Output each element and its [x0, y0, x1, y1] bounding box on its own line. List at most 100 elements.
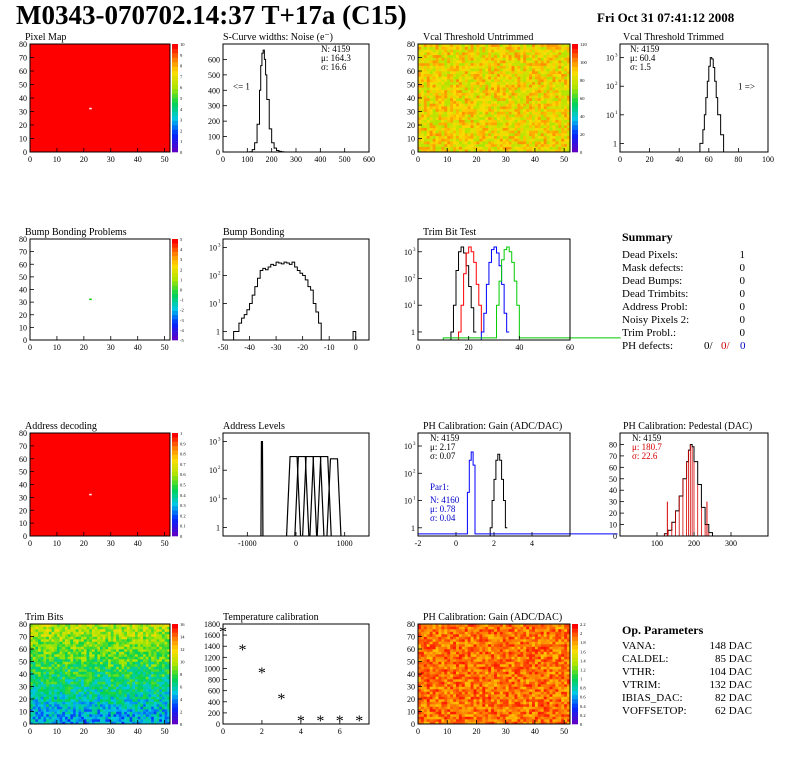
heatmap-cell	[517, 130, 521, 134]
heatmap-cell	[552, 116, 556, 120]
heatmap-cell	[81, 664, 85, 667]
heatmap-cell	[161, 676, 165, 680]
heatmap-cell	[65, 651, 68, 655]
heatmap-cell	[32, 659, 36, 662]
heatmap-cell	[499, 135, 504, 139]
heatmap-cell	[540, 138, 544, 142]
heatmap-cell	[132, 671, 136, 675]
heatmap-cell	[105, 641, 109, 645]
heatmap-cell	[491, 108, 495, 112]
heatmap-cell	[113, 676, 117, 680]
heatmap-cell	[164, 674, 168, 677]
heatmap-cell	[73, 646, 77, 650]
heatmap-cell	[552, 103, 556, 107]
heatmap-cell	[35, 646, 39, 650]
heatmap-cell	[140, 646, 144, 650]
x-tick-label: -2	[415, 539, 422, 548]
heatmap-cell	[438, 44, 442, 47]
heatmap-cell	[65, 686, 68, 690]
x-tick-label: 100	[762, 155, 774, 164]
heatmap-cell	[59, 696, 63, 700]
heatmap-cell	[159, 696, 163, 700]
heatmap-cell	[48, 641, 52, 645]
heatmap-cell	[549, 119, 553, 123]
heatmap-cell	[54, 671, 58, 675]
heatmap-cell	[494, 111, 498, 115]
y-tick-label: 10	[19, 323, 27, 332]
heatmap-cell	[156, 706, 160, 710]
heatmap-cell	[432, 679, 436, 682]
chart-title: Address decoding	[25, 421, 97, 432]
heatmap-cell	[161, 711, 165, 715]
heatmap-cell	[153, 646, 157, 650]
heatmap-cell	[135, 661, 138, 665]
heatmap-cell	[100, 629, 103, 632]
heatmap-cell	[418, 135, 422, 139]
heatmap-cell	[129, 701, 133, 705]
heatmap-cell	[450, 146, 454, 150]
heatmap-cell	[520, 57, 524, 61]
heatmap-cell	[159, 691, 163, 695]
heatmap-cell	[546, 98, 550, 101]
heatmap-cell	[464, 100, 468, 104]
heatmap-cell	[83, 644, 87, 647]
heatmap-cell	[167, 656, 171, 660]
heatmap-cell	[151, 686, 155, 690]
heatmap-cell	[116, 626, 120, 630]
heatmap-cell	[473, 135, 477, 139]
heatmap-cell	[40, 711, 44, 715]
heatmap-cell	[73, 709, 77, 712]
heatmap-cell	[502, 98, 506, 101]
heatmap-cell	[108, 704, 112, 707]
y-tick-exponent: 1	[615, 111, 618, 116]
heatmap-cell	[102, 681, 106, 685]
heatmap-cell	[470, 46, 474, 50]
heatmap-cell	[473, 146, 477, 150]
heatmap-cell	[432, 100, 436, 104]
heatmap-cell	[543, 73, 547, 77]
heatmap-cell	[461, 68, 466, 72]
heatmap-cell	[32, 699, 36, 702]
heatmap-cell	[100, 676, 103, 680]
heatmap-cell	[48, 701, 52, 705]
heatmap-cell	[476, 81, 480, 85]
heatmap-cell	[529, 111, 533, 115]
heatmap-cell	[429, 146, 433, 150]
heatmap-cell	[523, 60, 527, 64]
plot-frame	[29, 238, 171, 341]
heatmap-cell	[30, 676, 33, 680]
heatmap-cell	[54, 706, 58, 710]
heatmap-cell	[51, 694, 55, 697]
heatmap-cell	[432, 135, 436, 139]
chart-title: Bump Bonding	[223, 227, 284, 238]
heatmap-cell	[137, 681, 141, 685]
heatmap-cell	[54, 659, 58, 662]
heatmap-cell	[523, 100, 527, 104]
heatmap-cell	[135, 641, 138, 645]
heatmap-cell	[75, 626, 79, 630]
palette-tick: 0	[180, 534, 183, 539]
heatmap-cell	[420, 133, 425, 137]
heatmap-cell	[51, 699, 55, 702]
heatmap-cell	[30, 711, 33, 715]
heatmap-cell	[65, 694, 68, 697]
heatmap-cell	[429, 646, 433, 650]
heatmap-cell	[116, 709, 120, 712]
heatmap-cell	[511, 76, 515, 80]
heatmap-cell	[543, 49, 547, 53]
heatmap-cell	[91, 624, 95, 627]
heatmap-cell	[105, 669, 109, 672]
heatmap-cell	[100, 719, 103, 722]
heatmap-cell	[124, 669, 128, 672]
heatmap-cell	[447, 49, 451, 53]
heatmap-cell	[485, 65, 489, 69]
heatmap-cell	[151, 704, 155, 707]
heatmap-cell	[118, 634, 122, 637]
heatmap-cell	[35, 686, 39, 690]
heatmap-cell	[46, 626, 50, 630]
heatmap-cell	[567, 116, 571, 120]
heatmap-cell	[467, 65, 471, 69]
x-tick-label: 10	[443, 155, 451, 164]
y-tick-label: 10	[209, 271, 217, 280]
heatmap-cell	[423, 629, 428, 632]
